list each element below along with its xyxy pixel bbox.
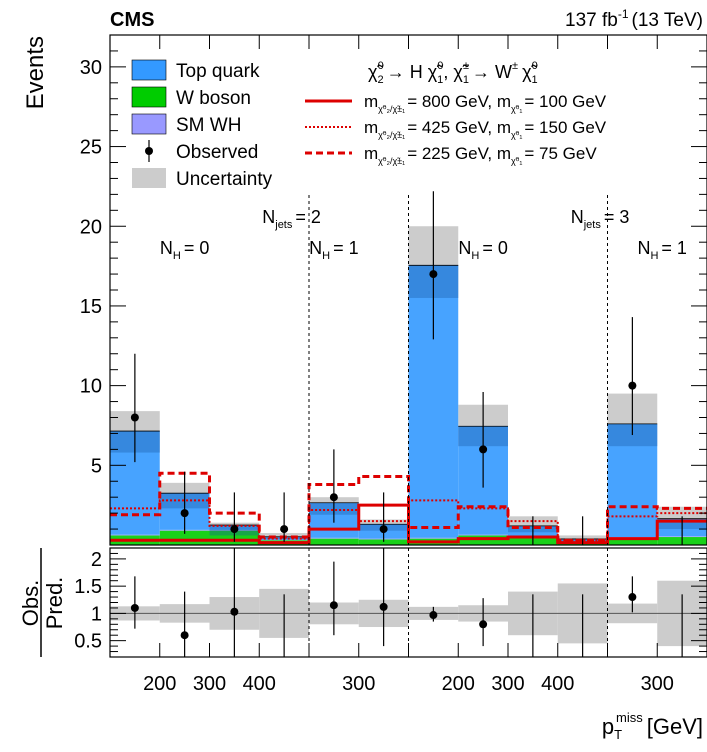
observed-point bbox=[628, 382, 636, 390]
legend-label: W boson bbox=[176, 88, 251, 109]
x-title-main: p bbox=[602, 714, 614, 739]
ratio-y-tick-label: 0.5 bbox=[74, 631, 102, 653]
y-tick-label: 20 bbox=[80, 216, 102, 238]
x-title-sub: T bbox=[614, 727, 622, 742]
x-tick-label: 300 bbox=[193, 673, 226, 695]
bar-sm-wh bbox=[409, 538, 459, 539]
x-tick-label: 300 bbox=[491, 673, 524, 695]
observed-point bbox=[181, 509, 189, 517]
bar-w-boson bbox=[309, 539, 359, 545]
signal-legend-label: mχ̃⁰₂/χ̃±₁= 225 GeV, mχ̃⁰₁= 75 GeV bbox=[364, 144, 597, 166]
region-njets-3: Njets= 3 bbox=[571, 207, 630, 231]
experiment-label: CMS bbox=[110, 9, 154, 31]
lumi-exponent: -1 bbox=[618, 7, 629, 21]
region-nh-label: NH= 1 bbox=[637, 238, 686, 262]
ratio-point bbox=[380, 603, 388, 611]
y-tick-label: 25 bbox=[80, 137, 102, 159]
observed-point bbox=[330, 493, 338, 501]
x-axis-title: pTmiss [GeV] bbox=[602, 710, 703, 742]
region-nh-label: NH= 0 bbox=[160, 238, 209, 262]
legend-swatch bbox=[132, 87, 166, 107]
ratio-point bbox=[330, 601, 338, 609]
ratio-point bbox=[628, 593, 636, 601]
signal-legend-label: mχ̃⁰₂/χ̃±₁= 425 GeV, mχ̃⁰₁= 150 GeV bbox=[364, 118, 607, 140]
ratio-y-tick-label: 1 bbox=[91, 603, 102, 625]
region-nh-label: NH= 0 bbox=[458, 238, 507, 262]
ratio-y-title-bottom: Pred. bbox=[42, 577, 67, 630]
legend-swatch bbox=[132, 114, 166, 134]
signal-legend: mχ̃⁰₂/χ̃±₁= 800 GeV, mχ̃⁰₁= 100 GeV mχ̃⁰₂… bbox=[305, 92, 607, 166]
ratio-point bbox=[131, 604, 139, 612]
y-tick-label: 30 bbox=[80, 57, 102, 79]
legend-swatch bbox=[132, 60, 166, 80]
x-tick-label: 400 bbox=[243, 673, 276, 695]
signal-legend-label: mχ̃⁰₂/χ̃±₁= 800 GeV, mχ̃⁰₁= 100 GeV bbox=[364, 92, 607, 114]
bar-w-boson bbox=[458, 535, 508, 545]
legend-marker-dot bbox=[145, 147, 153, 155]
bar-sm-wh bbox=[309, 538, 359, 539]
lumi-value: 137 fb bbox=[565, 10, 618, 31]
ratio-point bbox=[181, 631, 189, 639]
x-title-unit: [GeV] bbox=[647, 714, 703, 739]
y-tick-label: 15 bbox=[80, 296, 102, 318]
observed-point bbox=[380, 525, 388, 533]
bar-sm-wh bbox=[458, 535, 508, 536]
region-njets-2: Njets= 2 bbox=[262, 207, 321, 231]
y-tick-label: 5 bbox=[91, 455, 102, 477]
y-tick-label: 10 bbox=[80, 376, 102, 398]
ratio-y-title-top: Obs. bbox=[18, 580, 43, 626]
observed-point bbox=[230, 525, 238, 533]
luminosity-label: 137 fb-1(13 TeV) bbox=[565, 7, 703, 31]
ratio-point bbox=[429, 611, 437, 619]
ratio-y-tick-label: 1.5 bbox=[74, 576, 102, 598]
ratio-point bbox=[479, 620, 487, 628]
legend-label: Uncertainty bbox=[176, 169, 273, 190]
energy-value: (13 TeV) bbox=[632, 10, 703, 31]
legend-label: SM WH bbox=[176, 115, 241, 136]
legend-label: Top quark bbox=[176, 61, 260, 82]
observed-point bbox=[131, 414, 139, 422]
x-tick-label: 300 bbox=[641, 673, 674, 695]
y-axis-title: Events bbox=[22, 36, 49, 109]
region-nh-label: NH= 1 bbox=[309, 238, 358, 262]
x-tick-label: 200 bbox=[143, 673, 176, 695]
observed-point bbox=[479, 445, 487, 453]
observed-point bbox=[429, 270, 437, 278]
legend-label: Observed bbox=[176, 142, 258, 163]
x-tick-label: 400 bbox=[541, 673, 574, 695]
ratio-point bbox=[230, 608, 238, 616]
ratio-y-tick-label: 2 bbox=[91, 549, 102, 571]
bar-sm-wh bbox=[110, 535, 160, 536]
ratio-plot: 0.5 1 1.5 2 bbox=[74, 548, 707, 657]
process-label: χ̃20→ H χ̃10, χ̃1±→ W±χ̃10 bbox=[368, 60, 539, 86]
x-tick-label: 200 bbox=[442, 673, 475, 695]
legend: Top quark W boson SM WH Observed Uncertainty bbox=[132, 60, 273, 190]
observed-point bbox=[280, 525, 288, 533]
legend-swatch bbox=[132, 168, 166, 188]
x-title-sup: miss bbox=[616, 710, 643, 725]
x-tick-label: 300 bbox=[342, 673, 375, 695]
